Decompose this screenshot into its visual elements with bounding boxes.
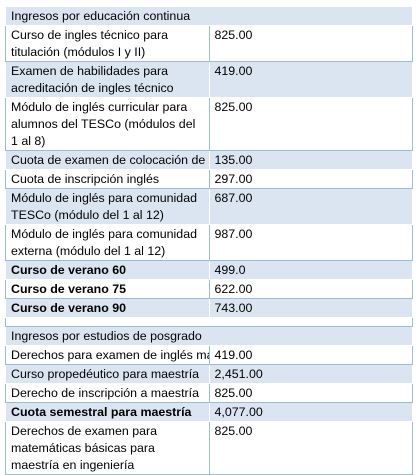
amount-cell: 825.00 (208, 25, 413, 62)
table-row: Curso de verano 90 743.00 (5, 298, 413, 318)
fee-table: Ingresos por educación continua Curso de… (5, 6, 413, 475)
section-title: Ingresos por estudios de posgrado (5, 326, 413, 346)
table-row: Derechos de examen para matemáticas bási… (5, 421, 413, 475)
amount-cell: 825.00 (208, 421, 413, 475)
amount-cell: 825.00 (208, 97, 413, 151)
concept-cell: Derecho de inscripción a maestría (5, 383, 210, 403)
concept-cell: Cuota de examen de colocación de inglés (5, 150, 210, 170)
amount-cell: 499.0 (208, 260, 413, 280)
spacer-cell (5, 317, 413, 327)
section-header-row: Ingresos por educación continua (5, 6, 413, 26)
concept-cell: Módulo de inglés para comunidad TESCo (m… (5, 188, 210, 225)
table-row: Módulo de inglés curricular para alumnos… (5, 97, 413, 151)
concept-cell: Curso propedéutico para maestría (5, 364, 210, 384)
concept-cell: Curso de ingles técnico para titulación … (5, 25, 210, 62)
table-row: Cuota de examen de colocación de inglés … (5, 150, 413, 170)
concept-cell: Módulo de inglés para comunidad externa … (5, 224, 210, 261)
concept-cell: Cuota de inscripción inglés (5, 169, 210, 189)
concept-cell: Curso de verano 90 (5, 298, 210, 318)
amount-cell: 687.00 (208, 188, 413, 225)
concept-cell: Módulo de inglés curricular para alumnos… (5, 97, 210, 151)
table-row: Módulo de inglés para comunidad TESCo (m… (5, 188, 413, 225)
amount-cell: 622.00 (208, 279, 413, 299)
concept-cell: Derechos para examen de inglés maestría (5, 345, 210, 365)
fee-table-document: Ingresos por educación continua Curso de… (5, 6, 413, 475)
table-row: Examen de habilidades para acreditación … (5, 61, 413, 98)
table-row: Derecho de inscripción a maestría 825.00 (5, 383, 413, 403)
table-row: Curso de verano 60 499.0 (5, 260, 413, 280)
table-row: Módulo de inglés para comunidad externa … (5, 224, 413, 261)
amount-cell: 297.00 (208, 169, 413, 189)
amount-cell: 743.00 (208, 298, 413, 318)
section-title: Ingresos por educación continua (5, 6, 413, 26)
amount-cell: 4,077.00 (208, 402, 413, 422)
concept-cell: Cuota semestral para maestría (5, 402, 210, 422)
spacer-row (5, 317, 413, 327)
amount-cell: 987.00 (208, 224, 413, 261)
table-row: Derechos para examen de inglés maestría … (5, 345, 413, 365)
amount-cell: 135.00 (208, 150, 413, 170)
table-row: Curso de ingles técnico para titulación … (5, 25, 413, 62)
amount-cell: 2,451.00 (208, 364, 413, 384)
concept-cell: Derechos de examen para matemáticas bási… (5, 421, 210, 475)
amount-cell: 419.00 (208, 345, 413, 365)
concept-cell: Curso de verano 60 (5, 260, 210, 280)
amount-cell: 825.00 (208, 383, 413, 403)
table-row: Curso de verano 75 622.00 (5, 279, 413, 299)
amount-cell: 419.00 (208, 61, 413, 98)
table-row: Cuota de inscripción inglés 297.00 (5, 169, 413, 189)
table-row: Curso propedéutico para maestría 2,451.0… (5, 364, 413, 384)
table-row: Cuota semestral para maestría 4,077.00 (5, 402, 413, 422)
concept-cell: Curso de verano 75 (5, 279, 210, 299)
section-header-row: Ingresos por estudios de posgrado (5, 326, 413, 346)
concept-cell: Examen de habilidades para acreditación … (5, 61, 210, 98)
